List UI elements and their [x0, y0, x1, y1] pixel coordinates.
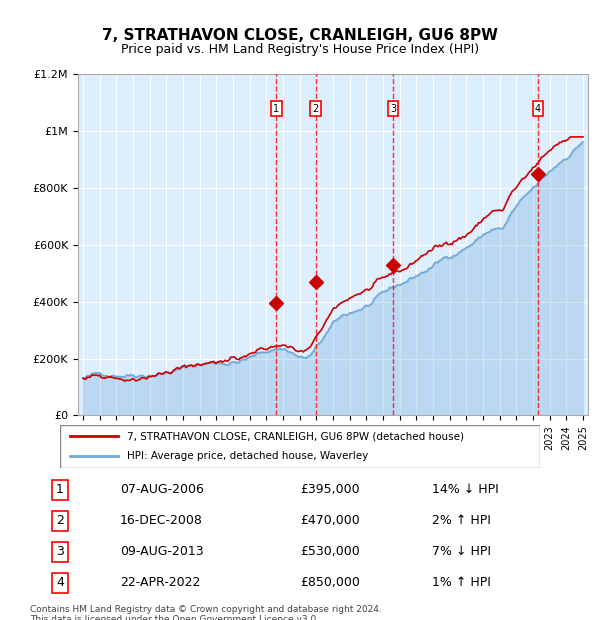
Text: £850,000: £850,000: [300, 577, 360, 589]
Text: 14% ↓ HPI: 14% ↓ HPI: [432, 484, 499, 496]
Text: 4: 4: [535, 104, 541, 113]
Text: 3: 3: [56, 546, 64, 558]
Text: 2: 2: [313, 104, 319, 113]
Text: 2: 2: [56, 515, 64, 527]
Text: 1: 1: [56, 484, 64, 496]
Text: 4: 4: [56, 577, 64, 589]
Text: 22-APR-2022: 22-APR-2022: [120, 577, 200, 589]
Text: 7% ↓ HPI: 7% ↓ HPI: [432, 546, 491, 558]
Text: Contains HM Land Registry data © Crown copyright and database right 2024.
This d: Contains HM Land Registry data © Crown c…: [30, 604, 382, 620]
FancyBboxPatch shape: [60, 425, 540, 468]
Text: 3: 3: [390, 104, 396, 113]
Text: 7, STRATHAVON CLOSE, CRANLEIGH, GU6 8PW: 7, STRATHAVON CLOSE, CRANLEIGH, GU6 8PW: [102, 28, 498, 43]
Text: 16-DEC-2008: 16-DEC-2008: [120, 515, 203, 527]
Text: 1% ↑ HPI: 1% ↑ HPI: [432, 577, 491, 589]
Text: Price paid vs. HM Land Registry's House Price Index (HPI): Price paid vs. HM Land Registry's House …: [121, 43, 479, 56]
Text: 07-AUG-2006: 07-AUG-2006: [120, 484, 204, 496]
Text: 2% ↑ HPI: 2% ↑ HPI: [432, 515, 491, 527]
Text: 09-AUG-2013: 09-AUG-2013: [120, 546, 203, 558]
Text: 7, STRATHAVON CLOSE, CRANLEIGH, GU6 8PW (detached house): 7, STRATHAVON CLOSE, CRANLEIGH, GU6 8PW …: [127, 432, 464, 441]
Text: £395,000: £395,000: [300, 484, 359, 496]
Text: 1: 1: [273, 104, 280, 113]
Text: HPI: Average price, detached house, Waverley: HPI: Average price, detached house, Wave…: [127, 451, 368, 461]
Text: £470,000: £470,000: [300, 515, 360, 527]
Text: £530,000: £530,000: [300, 546, 360, 558]
